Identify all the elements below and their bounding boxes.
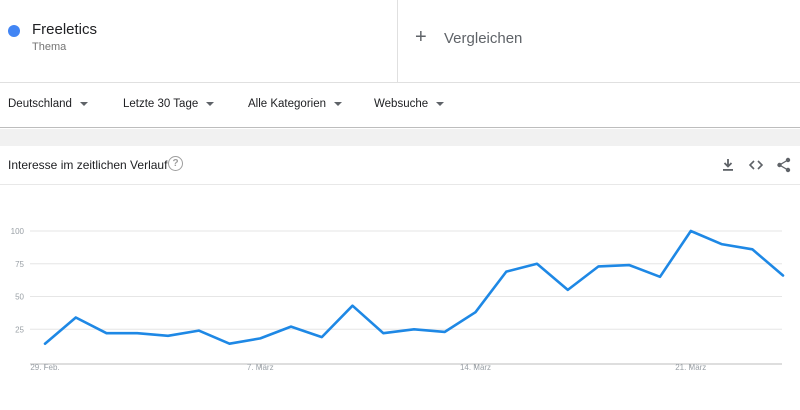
- filter-bar: Deutschland Letzte 30 Tage Alle Kategori…: [0, 83, 800, 128]
- caret-down-icon: [334, 102, 342, 106]
- data-point[interactable]: [718, 240, 726, 248]
- download-icon[interactable]: [719, 156, 737, 174]
- plus-icon: +: [415, 26, 427, 48]
- card-title: Interesse im zeitlichen Verlauf: [8, 158, 168, 172]
- data-point[interactable]: [779, 272, 787, 280]
- x-tick-label: 21. März: [675, 363, 706, 372]
- data-point[interactable]: [226, 340, 234, 348]
- period-label: Letzte 30 Tage: [123, 98, 199, 110]
- data-point[interactable]: [595, 262, 603, 270]
- region-dropdown[interactable]: Deutschland: [8, 98, 88, 110]
- data-point[interactable]: [72, 313, 80, 321]
- term-color-dot: [8, 25, 20, 37]
- y-tick-label: 25: [15, 325, 24, 334]
- top-bar: Freeletics Thema + Vergleichen: [0, 0, 800, 83]
- data-point[interactable]: [287, 323, 295, 331]
- section-divider: [0, 129, 800, 146]
- interest-line-chart: 25 50 75 100 29. Feb. 7. März 14. März 21. März: [11, 227, 787, 372]
- term-type: Thema: [32, 41, 67, 53]
- data-point[interactable]: [103, 329, 111, 337]
- data-point[interactable]: [164, 332, 172, 340]
- region-label: Deutschland: [8, 98, 72, 110]
- help-icon[interactable]: ?: [168, 156, 183, 171]
- data-point[interactable]: [318, 333, 326, 341]
- y-tick-label: 75: [15, 260, 24, 269]
- search-type-label: Websuche: [374, 98, 429, 110]
- x-tick-label: 29. Feb.: [30, 363, 59, 372]
- share-icon[interactable]: [775, 156, 793, 174]
- search-term-card[interactable]: Freeletics Thema: [0, 0, 398, 82]
- series-line[interactable]: [43, 229, 785, 345]
- data-point[interactable]: [625, 261, 633, 269]
- interest-over-time-card: Interesse im zeitlichen Verlauf ? 25 50 75…: [0, 146, 800, 410]
- y-tick-label: 100: [11, 227, 25, 236]
- x-tick-label: 14. März: [460, 363, 491, 372]
- data-point[interactable]: [533, 260, 541, 268]
- caret-down-icon: [436, 102, 445, 106]
- data-point[interactable]: [133, 329, 141, 337]
- data-point[interactable]: [502, 268, 510, 276]
- data-point[interactable]: [687, 227, 695, 235]
- category-dropdown[interactable]: Alle Kategorien: [248, 98, 342, 110]
- x-tick-label: 7. März: [247, 363, 274, 372]
- data-point[interactable]: [472, 308, 480, 316]
- embed-code-icon[interactable]: [747, 156, 765, 174]
- data-point[interactable]: [441, 328, 449, 336]
- data-point[interactable]: [564, 286, 572, 294]
- data-point[interactable]: [256, 334, 264, 342]
- caret-down-icon: [206, 102, 215, 106]
- data-point[interactable]: [656, 273, 664, 281]
- category-label: Alle Kategorien: [248, 98, 326, 110]
- y-tick-label: 50: [15, 293, 24, 302]
- card-header: Interesse im zeitlichen Verlauf ?: [0, 146, 800, 185]
- data-point[interactable]: [349, 302, 357, 310]
- data-point[interactable]: [41, 340, 49, 348]
- data-point[interactable]: [195, 327, 203, 335]
- data-point[interactable]: [410, 325, 418, 333]
- search-type-dropdown[interactable]: Websuche: [374, 98, 445, 110]
- term-name: Freeletics: [32, 21, 98, 38]
- compare-label: Vergleichen: [444, 30, 523, 47]
- compare-button[interactable]: + Vergleichen: [398, 0, 800, 82]
- period-dropdown[interactable]: Letzte 30 Tage: [123, 98, 215, 110]
- data-point[interactable]: [748, 245, 756, 253]
- caret-down-icon: [79, 102, 88, 106]
- data-point[interactable]: [379, 329, 387, 337]
